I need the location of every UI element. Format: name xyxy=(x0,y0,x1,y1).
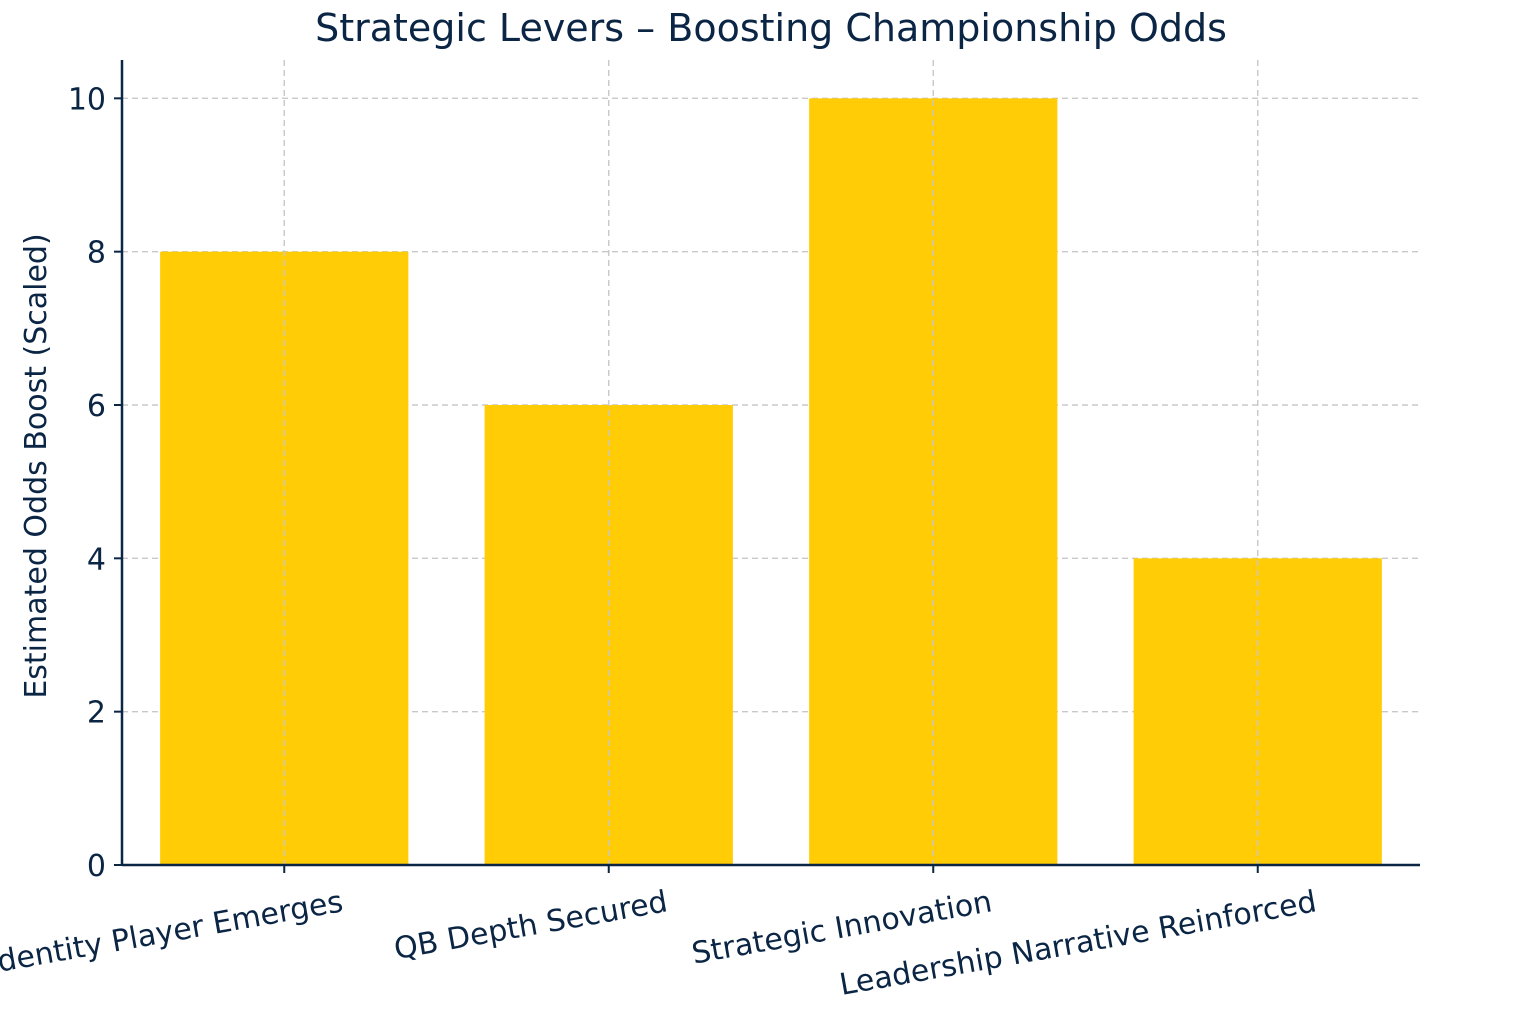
x-tick-labels: Identity Player Emerges QB Depth Secured S… xyxy=(0,884,1319,1002)
bar-layer xyxy=(160,60,1382,866)
y-tick-label-4: 4 xyxy=(87,542,106,577)
y-tick-labels: 0 2 4 6 8 10 xyxy=(68,82,106,884)
y-tick-label-6: 6 xyxy=(87,389,106,424)
y-tick-label-2: 2 xyxy=(87,696,106,731)
y-tick-label-0: 0 xyxy=(87,849,106,884)
y-tick-label-10: 10 xyxy=(68,82,106,117)
x-tick-label-1: QB Depth Secured xyxy=(391,884,670,967)
y-axis-label: Estimated Odds Boost (Scaled) xyxy=(19,233,54,698)
axis-layer xyxy=(114,60,1420,873)
y-tick-label-8: 8 xyxy=(87,236,106,271)
chart-title: Strategic Levers – Boosting Championship… xyxy=(315,6,1227,50)
x-tick-label-0: Identity Player Emerges xyxy=(0,884,346,981)
